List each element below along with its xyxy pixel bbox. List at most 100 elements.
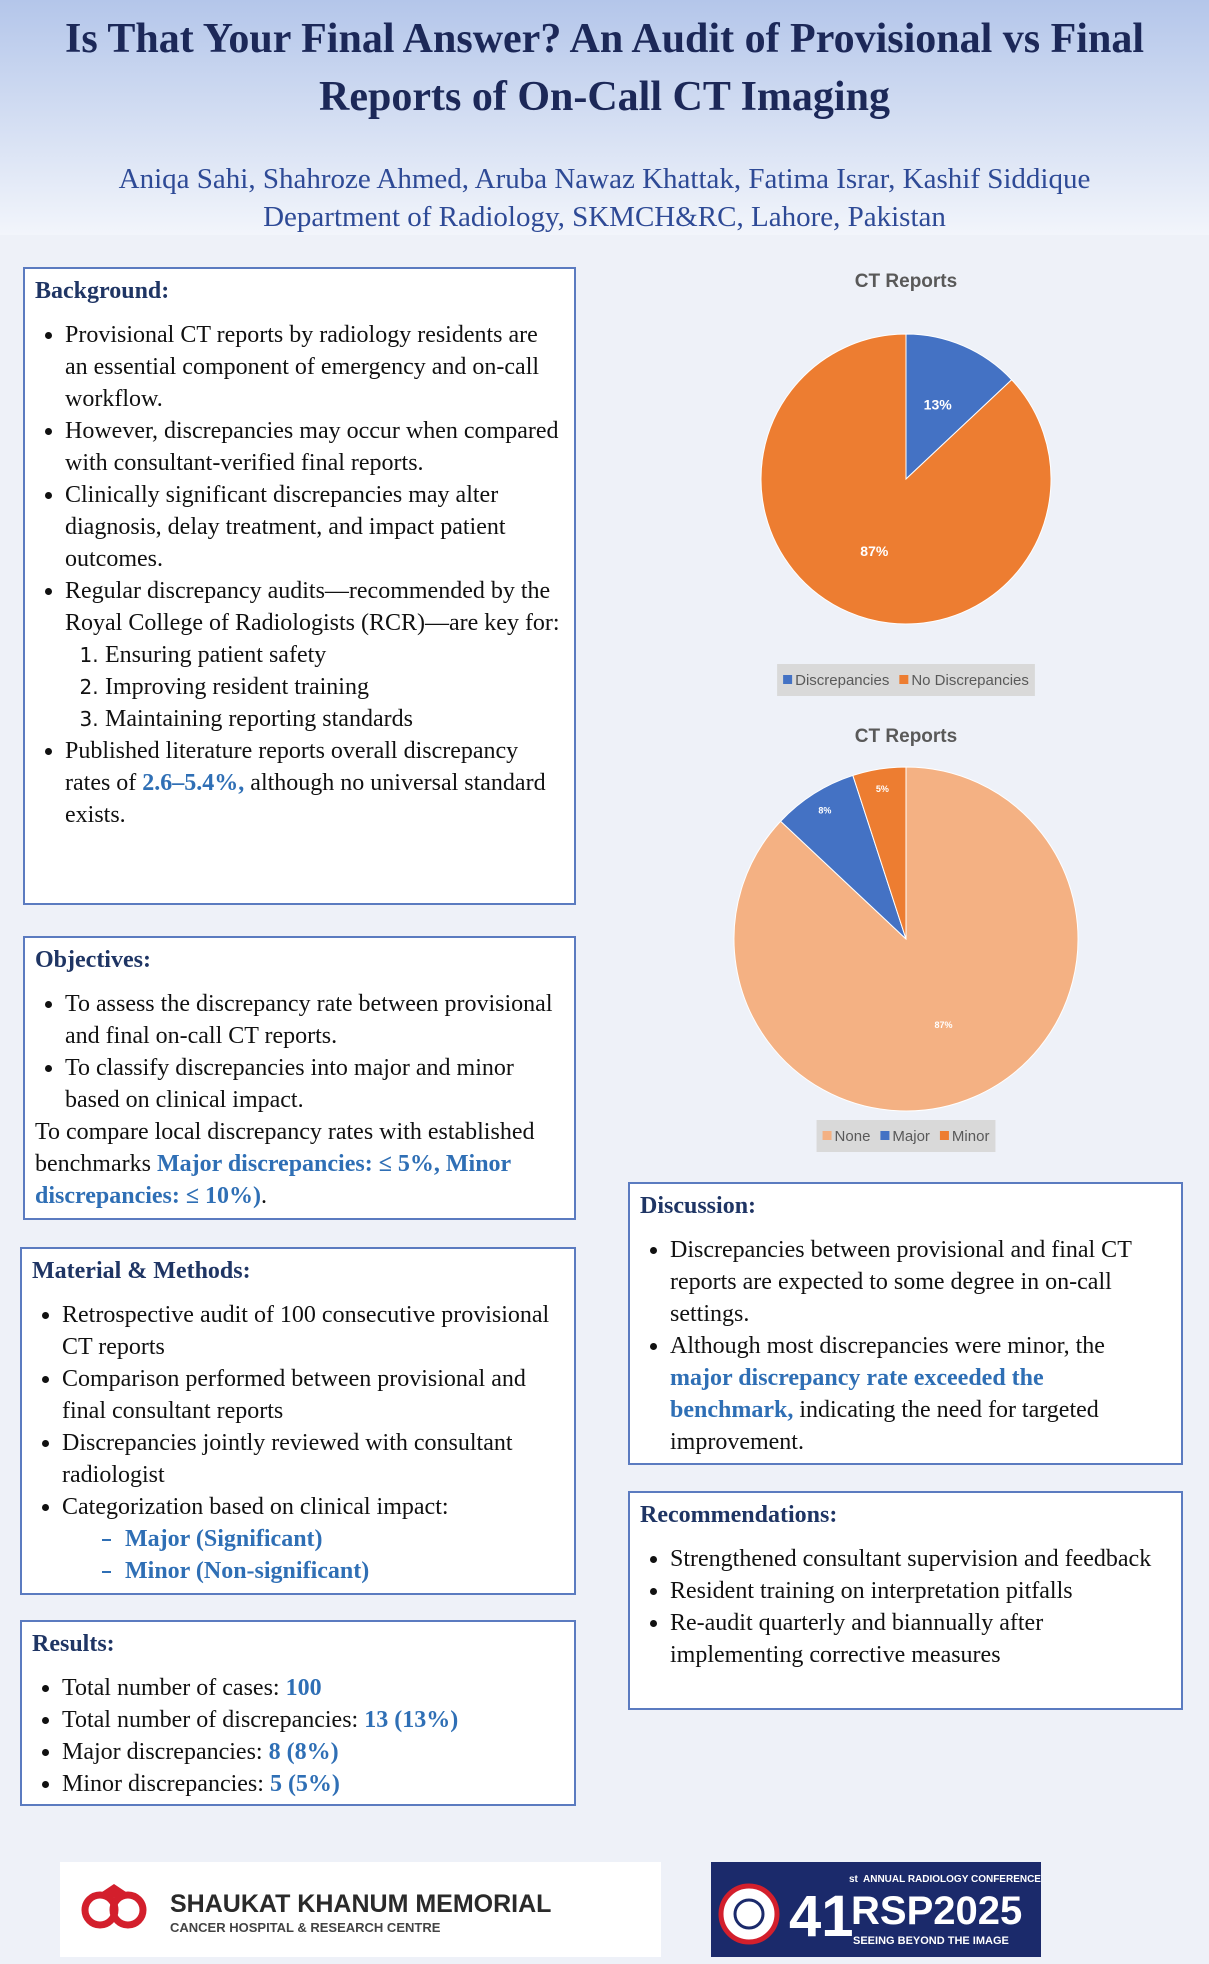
bullet-list: Provisional CT reports by radiology resi… bbox=[35, 319, 564, 831]
section-heading: Material & Methods: bbox=[32, 1258, 251, 1284]
legend-swatch bbox=[899, 675, 909, 684]
legend: None Major Minor bbox=[816, 1120, 996, 1152]
chart-title: CT Reports bbox=[855, 271, 957, 292]
authors: Aniqa Sahi, Shahroze Ahmed, Aruba Nawaz … bbox=[118, 163, 1091, 195]
text: Ensuring patient safety bbox=[105, 642, 327, 668]
legend-box bbox=[816, 1120, 996, 1152]
results-section: Results:Total number of cases: 100Total … bbox=[20, 1620, 576, 1806]
emphasis-text: Major (Significant) bbox=[125, 1526, 323, 1552]
text: Minor discrepancies: bbox=[62, 1771, 270, 1797]
conference-tagline: SEEING BEYOND THE IMAGE bbox=[853, 1935, 1009, 1947]
legend-swatch bbox=[822, 1131, 832, 1140]
pie-slice bbox=[760, 333, 1052, 625]
hospital-sub: CANCER HOSPITAL & RESEARCH CENTRE bbox=[170, 1920, 441, 1935]
emphasis-text: 13 (13%) bbox=[364, 1707, 459, 1733]
emphasis-text: 100 bbox=[285, 1675, 322, 1701]
bullet-item: To assess the discrepancy rate between p… bbox=[65, 988, 564, 1052]
background-section: Background: Provisional CT reports by rad… bbox=[23, 267, 576, 905]
chart-title: CT Reports bbox=[855, 726, 957, 747]
bullet-item: Regular discrepancy audits—recommended b… bbox=[65, 575, 564, 735]
data-label: 87% bbox=[860, 543, 889, 559]
section-heading: Discussion: bbox=[640, 1193, 757, 1219]
section-heading: Results: bbox=[32, 1631, 115, 1657]
emphasis-text: Minor (Non-significant) bbox=[125, 1558, 370, 1584]
dash-marker bbox=[102, 1539, 111, 1542]
section-heading: Background: bbox=[35, 278, 170, 304]
note: To compare local discrepancy rates with … bbox=[35, 1116, 564, 1212]
bullet-item: Categorization based on clinical impact:… bbox=[62, 1491, 564, 1587]
text: Total number of cases: bbox=[62, 1675, 286, 1701]
emphasis-text: 5 (5%) bbox=[269, 1771, 340, 1797]
pie-slice bbox=[905, 333, 1013, 481]
legend-label: Major bbox=[892, 1128, 930, 1145]
pie-slice bbox=[852, 766, 907, 940]
header: Is That Your Final Answer? An Audit of P… bbox=[0, 0, 1209, 235]
text: Categorization based on clinical impact: bbox=[62, 1494, 449, 1520]
legend-label: No Discrepancies bbox=[911, 672, 1029, 689]
bullet-item: Although most discrepancies were minor, … bbox=[670, 1330, 1171, 1458]
dash-marker bbox=[102, 1571, 111, 1574]
bullet-item: Provisional CT reports by radiology resi… bbox=[65, 319, 564, 415]
conference-emblem bbox=[733, 1898, 765, 1930]
bullet-item: Published literature reports overall dis… bbox=[65, 735, 564, 831]
text: indicating the need for targeted improve… bbox=[670, 1397, 1099, 1455]
bullet-item: Resident training on interpretation pitf… bbox=[670, 1575, 1171, 1607]
poster-title: Is That Your Final Answer? An Audit of P… bbox=[64, 16, 1145, 120]
text: Strengthened consultant supervision and … bbox=[670, 1546, 1152, 1572]
conference-logo: 41 st ANNUAL RADIOLOGY CONFERENCE RSP202… bbox=[711, 1862, 1041, 1957]
sub-item: Improving resident training bbox=[105, 671, 564, 703]
legend-label: Discrepancies bbox=[795, 672, 889, 689]
text: Discrepancies jointly reviewed with cons… bbox=[62, 1430, 513, 1488]
bullet-item: Total number of discrepancies: 13 (13%) bbox=[62, 1704, 564, 1736]
data-label: 8% bbox=[818, 806, 831, 816]
text: To assess the discrepancy rate between p… bbox=[65, 991, 553, 1049]
bullet-item: Major discrepancies: 8 (8%) bbox=[62, 1736, 564, 1768]
bullet-item: Re-audit quarterly and biannually after … bbox=[670, 1607, 1171, 1671]
emphasis-text: Major discrepancies: ≤ 5%, Minor discrep… bbox=[35, 1151, 511, 1209]
bullet-item: Minor discrepancies: 5 (5%) bbox=[62, 1768, 564, 1800]
bullet-item: Total number of cases: 100 bbox=[62, 1672, 564, 1704]
logo-crown bbox=[102, 1884, 126, 1898]
legend-label: Minor bbox=[952, 1128, 990, 1145]
emphasis-text: 2.6–5.4%, bbox=[142, 770, 245, 796]
hospital-logo: SHAUKAT KHANUM MEMORIAL CANCER HOSPITAL … bbox=[60, 1862, 661, 1957]
conference-ordinal: st bbox=[849, 1874, 859, 1885]
section-heading: Objectives: bbox=[35, 947, 151, 973]
emphasis-text: major discrepancy rate exceeded the benc… bbox=[670, 1365, 1044, 1423]
sub-item: Ensuring patient safety bbox=[105, 639, 564, 671]
bullet-list: To assess the discrepancy rate between p… bbox=[35, 988, 564, 1116]
text: Discrepancies between provisional and fi… bbox=[670, 1237, 1132, 1327]
bullet-item: To classify discrepancies into major and… bbox=[65, 1052, 564, 1116]
text: Provisional CT reports by radiology resi… bbox=[65, 322, 540, 412]
bullet-list: Discrepancies between provisional and fi… bbox=[640, 1234, 1171, 1458]
text: To compare local discrepancy rates with … bbox=[35, 1119, 535, 1177]
logo-ring bbox=[109, 1891, 147, 1929]
data-label: 5% bbox=[876, 784, 889, 794]
text: Clinically significant discrepancies may… bbox=[65, 482, 506, 572]
hospital-name: SHAUKAT KHANUM MEMORIAL bbox=[170, 1890, 551, 1918]
bullet-list: Total number of cases: 100Total number o… bbox=[32, 1672, 564, 1800]
bullet-item: Strengthened consultant supervision and … bbox=[670, 1543, 1171, 1575]
text: Although most discrepancies were minor, … bbox=[670, 1333, 1105, 1359]
emphasis-text: 8 (8%) bbox=[268, 1739, 339, 1765]
bullet-item: Retrospective audit of 100 consecutive p… bbox=[62, 1299, 564, 1363]
text: Comparison performed between provisional… bbox=[62, 1366, 526, 1424]
legend-label: None bbox=[835, 1128, 871, 1145]
conference-number: 41 bbox=[789, 1884, 854, 1949]
bullet-item: Discrepancies jointly reviewed with cons… bbox=[62, 1427, 564, 1491]
legend-swatch bbox=[783, 675, 793, 684]
conference-emblem bbox=[718, 1883, 780, 1945]
conference-logo-graphic: 41 st ANNUAL RADIOLOGY CONFERENCE RSP202… bbox=[718, 1874, 1041, 1949]
bullet-list: Strengthened consultant supervision and … bbox=[640, 1543, 1171, 1671]
affiliation: Department of Radiology, SKMCH&RC, Lahor… bbox=[263, 201, 946, 233]
bullet-item: Comparison performed between provisional… bbox=[62, 1363, 564, 1427]
text: Maintaining reporting standards bbox=[105, 706, 413, 732]
text: Published literature reports overall dis… bbox=[65, 738, 519, 796]
objectives-section: Objectives: To assess the discrepancy rat… bbox=[23, 936, 576, 1220]
sub-item: Maintaining reporting standards bbox=[105, 703, 564, 735]
text: Re-audit quarterly and biannually after … bbox=[670, 1610, 1044, 1668]
legend: Discrepancies No Discrepancies bbox=[777, 664, 1035, 696]
text: Improving resident training bbox=[105, 674, 369, 700]
sub-list: Major (Significant) Minor (Non-significan… bbox=[62, 1523, 564, 1587]
